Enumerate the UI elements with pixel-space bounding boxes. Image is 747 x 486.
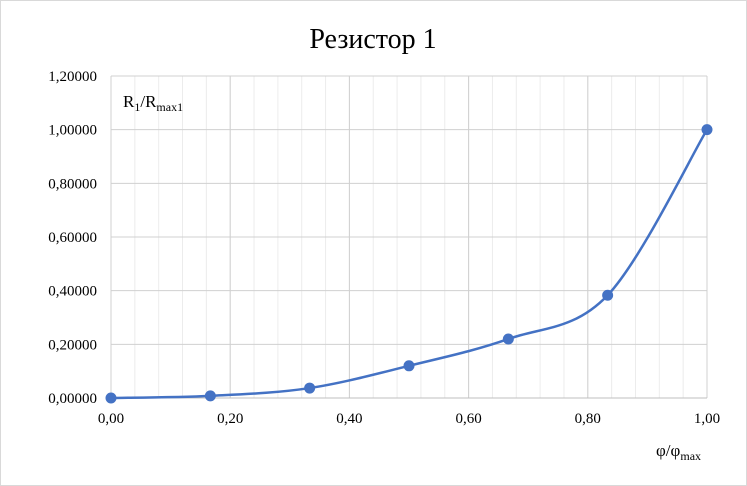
y-axis-label: R1/Rmax1 <box>123 92 183 114</box>
data-point <box>701 124 713 136</box>
data-point <box>602 289 614 301</box>
y-tick-label: 0,00000 <box>48 391 97 407</box>
y-label-mid: /R <box>140 92 157 111</box>
y-tick-label: 0,40000 <box>48 284 97 300</box>
data-point <box>105 392 117 404</box>
data-point <box>502 333 514 345</box>
y-tick-label: 1,00000 <box>48 123 97 139</box>
y-label-sub1: 1 <box>134 100 140 114</box>
x-tick-label: 0,60 <box>455 411 481 427</box>
data-point <box>304 382 316 394</box>
series-line <box>110 129 709 400</box>
y-label-main: R <box>123 92 135 111</box>
x-axis-label: φ/φmax <box>656 441 701 463</box>
chart-title: Резистор 1 <box>309 24 436 55</box>
grid <box>110 75 708 399</box>
series-layer <box>105 124 713 404</box>
y-tick-label: 0,60000 <box>48 230 97 246</box>
y-label-sub2: max1 <box>156 100 183 114</box>
y-tick-label: 0,20000 <box>48 337 97 353</box>
data-point <box>403 360 415 372</box>
y-tick-label: 1,20000 <box>48 69 97 85</box>
y-tick-label: 0,80000 <box>48 176 97 192</box>
y-axis: 0,00000 0,20000 0,40000 0,60000 0,80000 1,000… <box>48 69 97 407</box>
data-point <box>204 390 216 402</box>
x-axis: 0,00 0,20 0,40 0,60 0,80 1,00 <box>98 411 720 427</box>
x-label-main: φ/φ <box>656 441 681 460</box>
x-label-sub: max <box>680 449 701 463</box>
x-tick-label: 0,80 <box>575 411 601 427</box>
x-tick-label: 1,00 <box>694 411 720 427</box>
x-tick-label: 0,20 <box>217 411 243 427</box>
x-tick-label: 0,40 <box>336 411 362 427</box>
x-tick-label: 0,00 <box>98 411 124 427</box>
